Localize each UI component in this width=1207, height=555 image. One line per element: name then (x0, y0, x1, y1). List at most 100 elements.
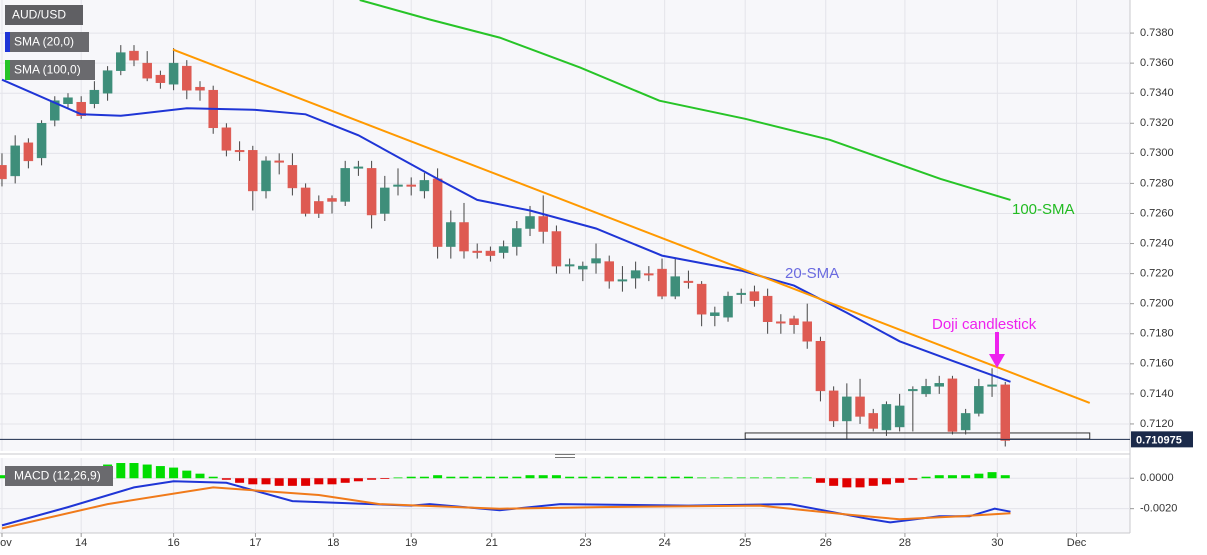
candle-body (855, 396, 865, 417)
candle-body (10, 145, 20, 177)
x-tick-label: 14 (75, 537, 87, 549)
doji-arrow (989, 332, 1005, 368)
candle-body (960, 413, 971, 431)
chart-title: AUD/USD (12, 8, 66, 22)
candle-body (89, 89, 100, 104)
candle-body (419, 180, 430, 192)
trendline (172, 48, 1091, 404)
x-tick-label: 19 (405, 537, 417, 549)
histogram-bar (697, 477, 707, 479)
histogram-bar (736, 477, 746, 479)
candle-body (168, 62, 179, 85)
candle-body (696, 283, 707, 315)
candle-body (538, 216, 548, 232)
title-box (5, 5, 83, 25)
histogram-bar (393, 477, 403, 479)
candle-body (300, 187, 311, 214)
y-tick-label: 0.0000 (1140, 472, 1174, 484)
candle-body (828, 390, 839, 422)
histogram-bar (459, 476, 469, 479)
candle-body (802, 321, 812, 342)
x-tick-label: 26 (820, 537, 832, 549)
y-tick-label: 0.7220 (1140, 268, 1174, 280)
candle-body (762, 295, 773, 322)
candle-body (287, 165, 298, 189)
candle-body (776, 321, 786, 324)
histogram-bar (855, 478, 865, 488)
candle-body (512, 228, 522, 247)
candle-body (23, 142, 34, 162)
histogram-bar (472, 476, 482, 479)
histogram-bar (0, 475, 7, 479)
candle-body (644, 273, 654, 276)
candle-body (50, 100, 60, 121)
candle-body (221, 127, 232, 151)
candle-body (974, 386, 984, 414)
candle-body (921, 386, 931, 395)
candle-body (472, 250, 482, 253)
annotation: 20-SMA (785, 265, 839, 282)
histogram-bar (604, 476, 614, 479)
histogram-bar (631, 476, 641, 479)
grid (0, 0, 1134, 537)
candle-body (578, 265, 588, 270)
title-box (5, 466, 113, 486)
legend-box (5, 32, 89, 52)
histogram-bar (1000, 475, 1010, 479)
y-tick-label: -0.0020 (1140, 503, 1177, 515)
histogram-bar (485, 476, 495, 479)
candle-body (987, 384, 997, 387)
histogram-bar (842, 478, 852, 488)
candle-body (116, 52, 126, 71)
x-tick-label: 30 (991, 537, 1003, 549)
histogram-bar (829, 478, 839, 486)
histogram-bar (591, 476, 601, 479)
candle-body (459, 222, 469, 252)
candle-body (327, 198, 337, 202)
histogram-bar (815, 478, 825, 483)
histogram-bar (235, 478, 245, 483)
histogram-bar (274, 478, 284, 486)
candle-body (908, 389, 918, 392)
candle-body (934, 383, 944, 387)
candle-body (129, 50, 139, 61)
y-tick-label: 0.7240 (1140, 237, 1174, 249)
candle-body (564, 264, 575, 267)
price-axis (1130, 0, 1207, 555)
histogram-bar (617, 476, 627, 479)
y-tick-label: 0.7360 (1140, 57, 1174, 69)
histogram-bar (908, 478, 918, 480)
histogram-bar (261, 478, 271, 485)
candle-body (248, 150, 258, 192)
histogram-bar (802, 477, 812, 479)
arrow-head (989, 354, 1005, 368)
histogram-bar (248, 478, 258, 485)
histogram-bar (578, 476, 588, 479)
candle-body (657, 268, 667, 297)
histogram-bar (380, 478, 390, 479)
histogram-bar (419, 476, 429, 479)
candle-body (723, 295, 733, 318)
histogram-bar (287, 478, 297, 486)
candle-body (182, 65, 192, 91)
histogram-bar (683, 476, 693, 479)
histogram-bar (644, 476, 654, 479)
candle-body (155, 74, 166, 83)
legend-swatch (5, 60, 10, 80)
candle-body (380, 187, 390, 214)
x-tick-label: 28 (899, 537, 911, 549)
candle-body (815, 341, 826, 392)
candle-body (432, 178, 443, 247)
annotation: Doji candlestick (932, 316, 1037, 333)
histogram-bar (195, 473, 205, 479)
x-tick-label: 23 (579, 537, 591, 549)
candle-body (498, 246, 509, 253)
candle-body (485, 250, 496, 256)
histogram-bar (314, 478, 324, 485)
candle-body (749, 291, 760, 301)
x-tick-label: Dec (1067, 537, 1087, 549)
x-tick-label: 25 (739, 537, 751, 549)
line-series (1, 486, 1011, 530)
histogram-bar (868, 478, 878, 486)
